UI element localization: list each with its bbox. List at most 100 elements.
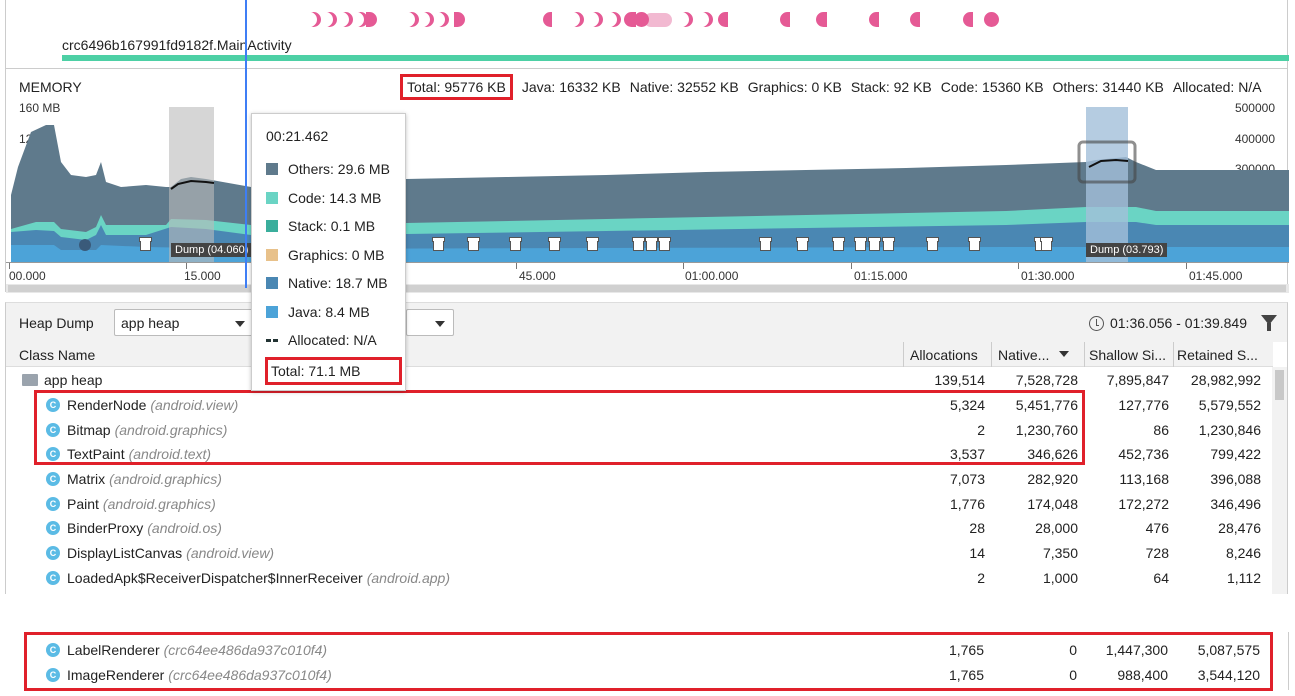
gc-trash-icon[interactable] [882,237,895,251]
cell-shallow: 127,776 [1118,397,1169,413]
event-marker[interactable] [338,12,353,27]
table-row[interactable]: C Paint (android.graphics) 1,776 174,048 1… [6,492,1273,517]
cell-native: 282,920 [1027,471,1078,487]
column-divider[interactable] [903,342,904,367]
table-row[interactable]: C LabelRenderer (crc64ee486da937c010f4) 1,… [5,638,1272,663]
memory-title: MEMORY [19,79,82,95]
cell-native: 174,048 [1027,496,1078,512]
event-marker[interactable] [984,12,999,27]
column-divider[interactable] [1173,342,1174,367]
gc-trash-icon[interactable] [467,237,480,251]
gc-trash-icon[interactable] [548,237,561,251]
event-marker[interactable] [569,12,584,27]
table-row[interactable]: C LoadedApk$ReceiverDispatcher$InnerRecei… [6,566,1273,591]
table-scrollbar-thumb[interactable] [1275,370,1284,400]
arrange-select[interactable] [406,309,454,336]
event-marker[interactable] [322,12,337,27]
event-marker[interactable] [434,12,449,27]
table-row[interactable]: C BinderProxy (android.os) 28 28,000 476 2… [6,516,1273,541]
allocated-line-left [170,179,215,190]
event-marker[interactable] [306,12,321,27]
gc-trash-icon[interactable] [868,237,881,251]
event-marker[interactable] [543,12,552,27]
gc-trash-icon[interactable] [632,237,645,251]
event-marker[interactable] [454,12,465,27]
class-icon: C [46,497,60,511]
event-marker[interactable] [963,12,973,27]
gc-trash-icon[interactable] [658,237,671,251]
event-marker[interactable] [366,12,377,27]
column-divider[interactable] [1084,342,1085,367]
gc-trash-icon[interactable] [759,237,772,251]
table-scrollbar[interactable] [1272,367,1287,594]
filter-icon[interactable] [1261,315,1277,331]
dump-label-left[interactable]: Dump (04.060) [171,243,253,257]
timeline-cursor[interactable] [245,0,247,288]
tooltip-label: Stack: 0.1 MB [288,218,376,235]
gc-trash-icon[interactable] [832,237,845,251]
timeline-scrollbar[interactable] [6,284,1289,293]
cell-shallow: 172,272 [1118,496,1169,512]
heap-select[interactable]: app heap [114,309,254,336]
event-marker[interactable] [780,12,790,27]
gc-trash-icon[interactable] [1040,237,1053,251]
divider [1288,632,1289,690]
gc-trash-icon[interactable] [796,237,809,251]
event-marker[interactable] [869,12,879,27]
y-left-label: 160 MB [19,101,61,115]
table-row[interactable]: C Bitmap (android.graphics) 2 1,230,760 86… [6,418,1273,443]
cell-allocations: 139,514 [934,372,985,388]
event-marker[interactable] [718,12,728,27]
col-allocations[interactable]: Allocations [910,347,978,363]
table-row-root[interactable]: app heap 139,514 7,528,728 7,895,847 28,… [6,368,1273,393]
gc-trash-icon[interactable] [645,237,658,251]
column-divider[interactable] [991,342,992,367]
timeline-scrollbar-thumb[interactable] [8,285,1286,292]
col-shallow-size[interactable]: Shallow Si... [1089,347,1167,363]
event-marker-range[interactable] [644,13,672,27]
col-class-name[interactable]: Class Name [19,347,96,363]
event-marker[interactable] [624,12,636,27]
gc-trash-icon[interactable] [586,237,599,251]
legend-swatch [266,220,278,233]
tooltip-label: Code: 14.3 MB [288,189,382,206]
activity-timeline: crc6496b167991fd9182f.MainActivity [5,0,1289,68]
activity-bar[interactable] [62,55,1289,61]
gc-trash-icon[interactable] [968,237,981,251]
event-marker[interactable] [678,12,693,27]
gc-trash-icon[interactable] [509,237,522,251]
event-marker[interactable] [419,12,434,27]
event-marker[interactable] [910,12,920,27]
class-name: TextPaint [67,446,125,462]
tooltip-total: Total: 71.1 MB [265,357,402,385]
col-retained-size[interactable]: Retained S... [1177,347,1258,363]
event-marker[interactable] [404,12,419,27]
table-row[interactable]: C TextPaint (android.text) 3,537 346,626 4… [6,442,1273,467]
sort-desc-icon[interactable] [1059,351,1069,357]
table-row[interactable]: C DisplayListCanvas (android.view) 14 7,35… [6,541,1273,566]
gc-trash-icon[interactable] [139,237,152,251]
table-row[interactable]: C ImageRenderer (crc64ee486da937c010f4) 1,… [5,663,1272,688]
event-marker[interactable] [816,12,827,27]
table-row[interactable]: C Matrix (android.graphics) 7,073 282,920 … [6,467,1273,492]
activity-name: crc6496b167991fd9182f.MainActivity [62,37,292,53]
cell-retained: 5,579,552 [1198,397,1261,413]
memory-stats: Total: 95776 KB Java: 16332 KB Native: 325… [400,74,1271,100]
event-marker[interactable] [634,12,649,27]
gc-trash-icon[interactable] [432,237,445,251]
cell-shallow: 452,736 [1118,446,1169,462]
time-axis: 00.000 15.000 45.000 01:00.000 01:15.000… [6,262,1289,284]
event-marker[interactable] [588,12,603,27]
gc-trash-icon[interactable] [854,237,867,251]
gc-trash-icon[interactable] [926,237,939,251]
event-marker[interactable] [606,12,621,27]
table-row[interactable]: C RenderNode (android.view) 5,324 5,451,77… [6,393,1273,418]
cell-shallow: 64 [1153,570,1169,586]
cell-native: 7,528,728 [1015,372,1078,388]
axis-tick [851,263,852,269]
col-native[interactable]: Native... [998,347,1050,363]
dump-label-right[interactable]: Dump (03.793) [1086,243,1168,257]
event-marker[interactable] [698,12,713,27]
class-icon: C [46,472,60,486]
